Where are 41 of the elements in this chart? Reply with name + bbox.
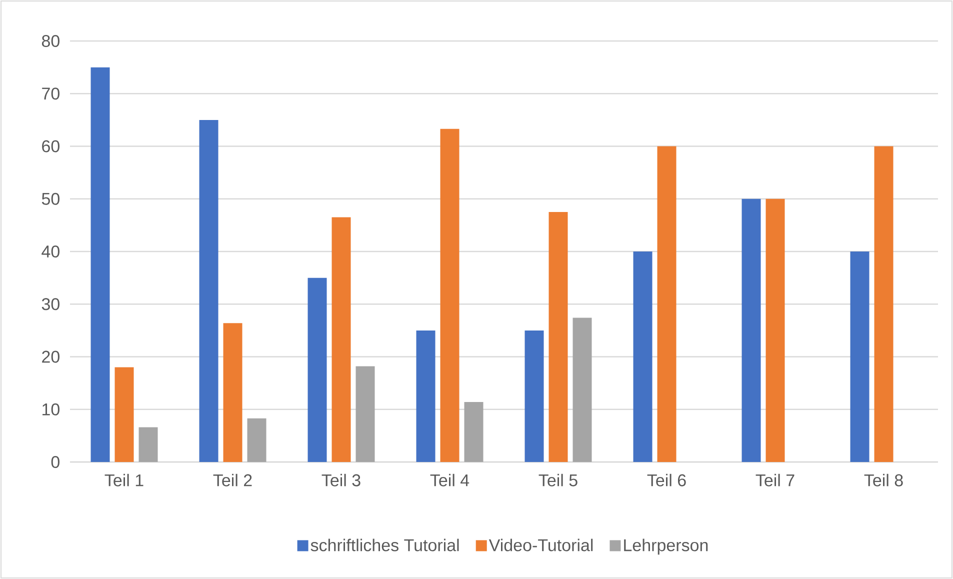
y-tick-label: 0 [51, 456, 60, 468]
bar [356, 366, 375, 462]
bar [308, 278, 327, 462]
y-tick-label: 70 [42, 88, 60, 100]
y-tick-label: 20 [42, 350, 60, 363]
y-tick-label: 30 [42, 298, 60, 310]
legend-label: Video-Tutorial [488, 538, 593, 552]
bar [464, 402, 484, 462]
bar [416, 330, 436, 462]
y-tick-label: 80 [42, 34, 60, 48]
bar [572, 318, 592, 462]
legend-label: schriftliches Tutorial [310, 538, 459, 552]
bar [223, 323, 242, 462]
legend-label: Lehrperson [624, 538, 708, 555]
x-tick-label: Teil 1 [104, 474, 144, 486]
bar [548, 212, 568, 462]
bar [440, 128, 460, 462]
x-tick-label: Teil 2 [213, 474, 252, 486]
y-tick-label: 60 [42, 140, 60, 152]
bar [874, 146, 894, 462]
bar [138, 427, 158, 462]
x-tick-label: Teil 8 [864, 474, 903, 486]
x-tick-label: Teil 5 [538, 474, 578, 486]
y-tick-label: 10 [42, 403, 60, 416]
y-tick-label: 40 [42, 245, 60, 258]
bar [332, 217, 351, 462]
bar [742, 198, 761, 462]
bar [766, 198, 785, 462]
bar [633, 252, 652, 462]
x-tick-label: Teil 7 [756, 474, 794, 486]
bar [199, 120, 218, 462]
bar [114, 367, 134, 462]
y-tick-label: 50 [42, 192, 60, 205]
x-tick-label: Teil 3 [322, 474, 360, 486]
bar [90, 67, 110, 462]
x-tick-label: Teil 6 [647, 474, 686, 486]
bar [524, 330, 544, 462]
x-tick-label: Teil 4 [430, 474, 470, 486]
bar [850, 252, 870, 462]
bar [657, 146, 676, 462]
bar [247, 418, 266, 462]
